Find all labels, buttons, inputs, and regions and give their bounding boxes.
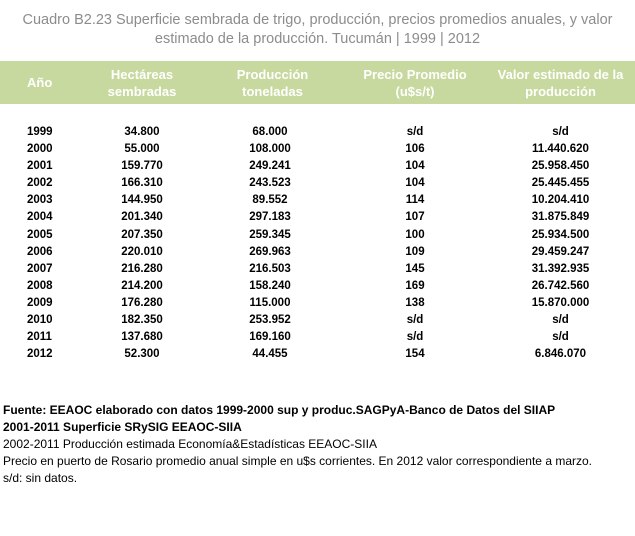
note-precio: Precio en puerto de Rosario promedio anu… [3,454,592,468]
note-fuente: Fuente: EEAOC elaborado con datos 1999-2… [3,403,556,417]
table-row: 2011 137.680 169.160 s/d s/d [0,329,635,346]
cell-valor: 11.440.620 [532,143,589,156]
cell-hectareas: 166.310 [121,177,163,190]
cell-anio: 2000 [27,143,53,156]
cell-valor: s/d [552,314,569,327]
cell-valor: 25.958.450 [531,160,590,173]
table-title: Cuadro B2.23 Superficie sembrada de trig… [22,12,613,47]
cell-anio: 2003 [27,194,53,207]
cell-valor: 25.445.455 [531,177,590,190]
cell-precio: 109 [405,245,425,258]
cell-produccion: 259.345 [249,228,291,241]
cell-produccion: 158.240 [249,279,291,292]
cell-precio: 138 [405,296,425,309]
cell-precio: 100 [405,228,425,241]
cell-hectareas: 176.280 [121,296,163,309]
cell-valor: 29.459.247 [531,245,590,258]
cell-hectareas: 137.680 [121,331,163,344]
cell-precio: 114 [405,194,425,207]
cell-valor: 26.742.560 [531,279,590,292]
cell-precio: 154 [405,348,425,361]
table-row: 2005 207.350 259.345 100 25.934.500 [0,227,635,244]
cell-anio: 2012 [27,348,53,361]
cell-precio: 104 [405,160,425,173]
cell-anio: 2010 [27,314,53,327]
cell-hectareas: 220.010 [121,245,163,258]
table-body: 1999 34.800 68.000 s/d s/d 2000 55.000 108.000 1… [0,124,635,363]
cell-hectareas: 207.350 [121,228,163,241]
cell-precio: 104 [405,177,425,190]
cell-hectareas: 216.280 [121,262,163,275]
table-row: 2008 214.200 158.240 169 26.742.560 [0,278,635,295]
cell-valor: 31.875.849 [531,211,590,224]
table-notes: Fuente: EEAOC elaborado con datos 1999-2… [3,402,632,487]
table-row: 2012 52.300 44.455 154 6.846.070 [0,346,635,363]
cell-anio: 2006 [27,245,53,258]
cell-produccion: 44.455 [252,348,288,361]
table-row: 2009 176.280 115.000 138 15.870.000 [0,295,635,312]
cell-produccion: 253.952 [249,314,291,327]
table-row: 2006 220.010 269.963 109 29.459.247 [0,244,635,261]
header-produccion: Producción toneladas [236,66,309,99]
cell-anio: 2002 [27,177,53,190]
table-row: 2010 182.350 253.952 s/d s/d [0,312,635,329]
note-produccion: 2002-2011 Producción estimada Economía&E… [3,437,377,451]
cell-anio: 2011 [27,331,52,344]
table-row: 2004 201.340 297.183 107 31.875.849 [0,209,635,226]
note-superficie: 2001-2011 Superficie SRySIG EEAOC-SIIA [3,420,242,434]
cell-anio: 2004 [27,211,53,224]
cell-produccion: 216.503 [249,262,291,275]
cell-anio: 2001 [27,160,53,173]
table-row: 2002 166.310 243.523 104 25.445.455 [0,175,635,192]
cell-precio: 169 [405,279,425,292]
cell-produccion: 249.241 [249,160,291,173]
table-header: Año Hectáreas sembradas Producción tonel… [0,61,635,104]
cell-valor: s/d [552,331,569,344]
cell-anio: 2008 [27,279,53,292]
cell-produccion: 243.523 [249,177,291,190]
cell-valor: s/d [552,126,569,138]
cell-precio: s/d [406,314,424,327]
cell-precio: 106 [405,143,425,156]
cell-hectareas: 182.350 [121,314,163,327]
cell-produccion: 108.000 [249,143,291,156]
note-sd: s/d: sin datos. [3,471,78,485]
cell-precio: s/d [406,126,424,138]
cell-valor: 10.204.410 [531,194,590,207]
table-row: 2000 55.000 108.000 106 11.440.620 [0,141,635,158]
cell-valor: 6.846.070 [534,348,587,361]
table-row: 2007 216.280 216.503 145 31.392.935 [0,261,635,278]
cell-produccion: 68.000 [252,126,288,138]
cell-precio: s/d [406,331,424,344]
cell-produccion: 297.183 [249,211,291,224]
cell-hectareas: 55.000 [124,143,160,156]
cell-hectareas: 52.300 [124,348,160,361]
cell-hectareas: 201.340 [121,211,163,224]
cell-valor: 15.870.000 [531,296,590,309]
header-hectareas: Hectáreas sembradas [107,66,177,99]
cell-precio: 107 [405,211,425,224]
header-valor: Valor estimado de la producción [497,66,624,99]
cell-hectareas: 144.950 [121,194,163,207]
table-row: 2001 159.770 249.241 104 25.958.450 [0,158,635,175]
table-row: 2003 144.950 89.552 114 10.204.410 [0,192,635,209]
cell-valor: 31.392.935 [531,262,590,275]
cell-precio: 145 [405,262,425,275]
table-row: 1999 34.800 68.000 s/d s/d [0,124,635,141]
cell-produccion: 169.160 [249,331,291,344]
cell-produccion: 115.000 [249,296,291,309]
cell-hectareas: 214.200 [121,279,163,292]
cell-anio: 2007 [27,262,53,275]
cell-hectareas: 159.770 [121,160,163,173]
header-precio: Precio Promedio (u$s/t) [363,66,467,99]
cell-anio: 2009 [27,296,53,309]
header-anio: Año [27,75,53,90]
cell-valor: 25.934.500 [531,228,590,241]
cell-anio: 1999 [27,126,53,138]
cell-hectareas: 34.800 [124,126,160,138]
cell-produccion: 89.552 [252,194,288,207]
cell-produccion: 269.963 [249,245,291,258]
cell-anio: 2005 [27,228,53,241]
